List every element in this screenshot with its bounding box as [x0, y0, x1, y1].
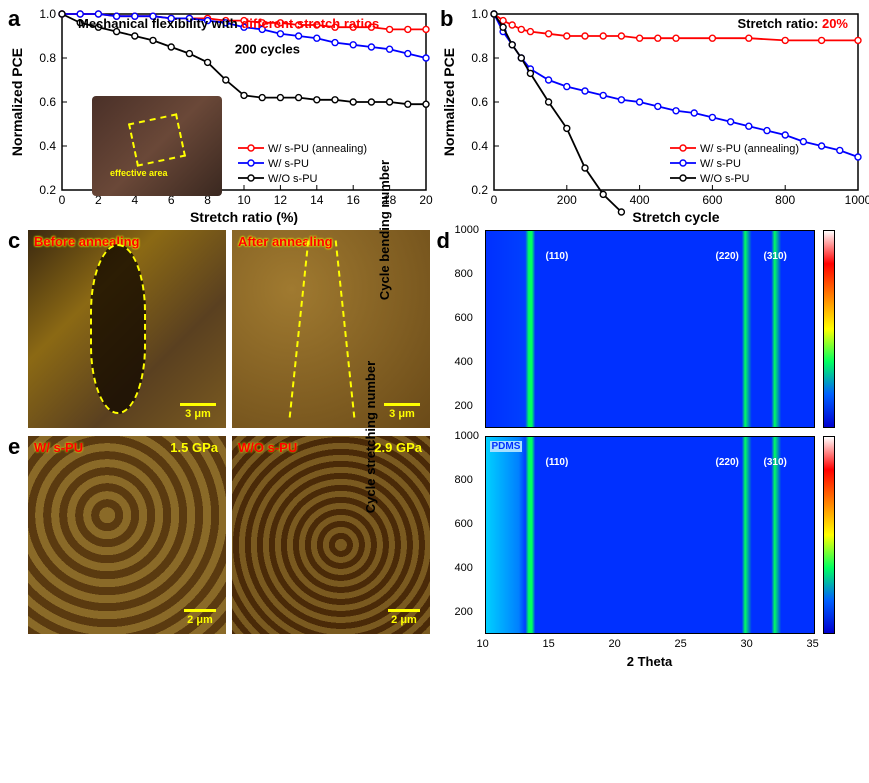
peak-220-bottom: (220) [716, 457, 739, 468]
scalebar-text-before: 3 μm [180, 408, 216, 420]
svg-text:20: 20 [419, 193, 433, 207]
scalebar-line-e-right [388, 609, 420, 612]
svg-text:0.8: 0.8 [471, 51, 488, 65]
panel-b: b 0 200 400 600 800 1000 0.2 0.4 0.6 0.8 1.0 Stretc… [438, 6, 869, 226]
afm-with-spu: W/ s-PU 1.5 GPa 2 μm [28, 436, 226, 634]
svg-text:Stretch ratio (%): Stretch ratio (%) [190, 209, 298, 225]
heatmap-top-wrapper: Cycle bending number (110) (220) (310) 2… [435, 230, 864, 428]
svg-text:12: 12 [274, 193, 288, 207]
scalebar-e-right: 2 μm [388, 609, 420, 626]
svg-text:0.4: 0.4 [39, 139, 56, 153]
scalebar-e-left: 2 μm [184, 609, 216, 626]
afm-without-spu: W/O s-PU 2.9 GPa 2 μm [232, 436, 430, 634]
peak-310-bottom: (310) [764, 457, 787, 468]
svg-text:Normalized PCE: Normalized PCE [9, 48, 25, 156]
heatmap-bottom: PDMS (110) (220) (310) [485, 436, 815, 634]
svg-text:0.4: 0.4 [471, 139, 488, 153]
afm-with-value: 1.5 GPa [170, 440, 218, 455]
svg-text:0.6: 0.6 [471, 95, 488, 109]
svg-text:W/ s-PU (annealing): W/ s-PU (annealing) [268, 143, 367, 155]
svg-text:1000: 1000 [845, 193, 869, 207]
svg-text:14: 14 [310, 193, 324, 207]
svg-text:600: 600 [702, 193, 722, 207]
svg-text:800: 800 [775, 193, 795, 207]
heatmap-bottom-wrapper: Cycle stretching number PDMS (110) (220)… [435, 436, 864, 634]
svg-text:Mechanical flexibility with di: Mechanical flexibility with different st… [78, 16, 379, 31]
peak-310-top: (310) [764, 251, 787, 262]
afm-before: Before annealing 3 μm [28, 230, 226, 428]
chart-b-svg: 0 200 400 600 800 1000 0.2 0.4 0.6 0.8 1.0 Stretch … [438, 6, 869, 226]
crack-after-right [335, 240, 356, 417]
peak-110-bottom: (110) [546, 457, 569, 468]
svg-text:0.8: 0.8 [39, 51, 56, 65]
svg-text:200 cycles: 200 cycles [235, 42, 300, 57]
scalebar-text-e-left: 2 μm [184, 614, 216, 626]
panel-a: a 024681012141618200.20.40.60.81.0Stretc… [6, 6, 438, 226]
svg-text:400: 400 [630, 193, 650, 207]
crack-after-left [289, 240, 310, 417]
svg-text:0: 0 [59, 193, 66, 207]
svg-text:Normalized PCE: Normalized PCE [441, 48, 457, 156]
scalebar-line-after [384, 403, 420, 406]
scalebar-after: 3 μm [384, 403, 420, 420]
ylabel-top: Cycle bending number [377, 130, 392, 330]
ylabel-bottom: Cycle stretching number [363, 332, 378, 542]
peak-220-top: (220) [716, 251, 739, 262]
scalebar-line-e-left [184, 609, 216, 612]
panel-c-label: c [8, 228, 20, 254]
colorbar-top [823, 230, 835, 428]
svg-text:W/O s-PU: W/O s-PU [268, 173, 318, 185]
panel-a-label: a [8, 6, 20, 32]
svg-text:W/ s-PU: W/ s-PU [700, 158, 741, 170]
svg-text:W/ s-PU (annealing): W/ s-PU (annealing) [700, 143, 799, 155]
chart-a-svg: 024681012141618200.20.40.60.81.0Stretch … [6, 6, 438, 226]
panel-e-label: e [8, 434, 20, 460]
inset-photo: effective area [92, 96, 222, 196]
colorbar-bottom [823, 436, 835, 634]
panel-d-bottom: Cycle stretching number PDMS (110) (220)… [435, 436, 864, 634]
scalebar-before: 3 μm [180, 403, 216, 420]
scalebar-line-before [180, 403, 216, 406]
row-2: c Before annealing 3 μm After annealing [6, 230, 863, 428]
scalebar-text-after: 3 μm [384, 408, 420, 420]
svg-text:1.0: 1.0 [39, 7, 56, 21]
svg-text:0.2: 0.2 [471, 183, 488, 197]
row-3: e W/ s-PU 1.5 GPa 2 μm W/O s-PU 2.9 GPa … [6, 436, 863, 634]
panel-d: d Cycle bending number (110) (220) (310)… [435, 230, 864, 428]
svg-text:1.0: 1.0 [471, 7, 488, 21]
crack-before [90, 244, 146, 414]
row-1: a 024681012141618200.20.40.60.81.0Stretc… [6, 6, 863, 226]
svg-text:0.2: 0.2 [39, 183, 56, 197]
afm-with-label: W/ s-PU [34, 440, 83, 455]
svg-text:200: 200 [557, 193, 577, 207]
svg-text:10: 10 [237, 193, 251, 207]
afm-after-label: After annealing [238, 234, 333, 249]
figure-root: a 024681012141618200.20.40.60.81.0Stretc… [0, 0, 869, 640]
svg-text:0: 0 [491, 193, 498, 207]
svg-text:W/O s-PU: W/O s-PU [700, 173, 750, 185]
afm-after: After annealing 3 μm [232, 230, 430, 428]
svg-text:16: 16 [347, 193, 361, 207]
panel-b-label: b [440, 6, 453, 32]
svg-text:Stretch ratio: 20%: Stretch ratio: 20% [737, 16, 848, 31]
svg-text:W/ s-PU: W/ s-PU [268, 158, 309, 170]
xlabel-d: 2 Theta [485, 654, 815, 669]
heatmap-top: (110) (220) (310) [485, 230, 815, 428]
afm-without-label: W/O s-PU [238, 440, 297, 455]
pdms-label: PDMS [490, 441, 523, 452]
afm-without-value: 2.9 GPa [374, 440, 422, 455]
svg-text:0.6: 0.6 [39, 95, 56, 109]
effective-area-label: effective area [110, 168, 168, 178]
peak-110-top: (110) [546, 251, 569, 262]
svg-text:Stretch cycle: Stretch cycle [632, 209, 719, 225]
effective-area-box [128, 113, 186, 166]
scalebar-text-e-right: 2 μm [388, 614, 420, 626]
